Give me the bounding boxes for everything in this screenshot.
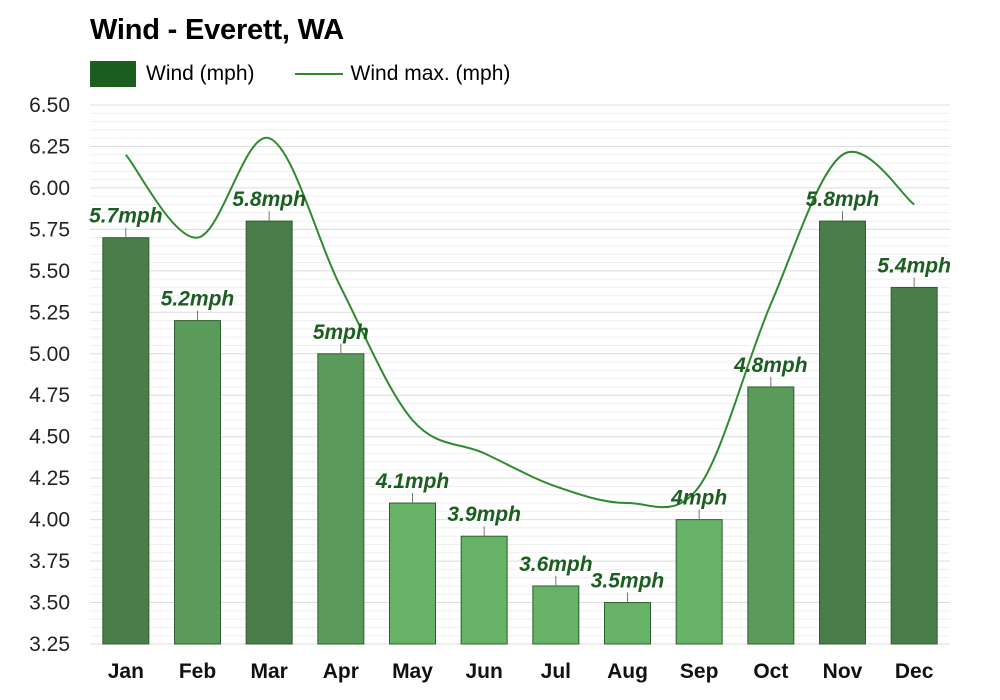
data-label-nov: 5.8mph [806,188,880,211]
x-tick-label-sep: Sep [680,660,719,683]
bar-sep [675,519,723,645]
y-tick-label: 4.00 [29,509,70,532]
chart-legend: Wind (mph) Wind max. (mph) [90,60,550,88]
data-label-dec: 5.4mph [877,254,951,277]
bar-aug [604,602,651,645]
bar-may [389,502,436,645]
x-tick-label-nov: Nov [823,660,863,683]
y-tick-label: 3.25 [29,633,70,656]
y-tick-label: 5.50 [29,260,70,283]
bar-jan [102,237,150,645]
y-tick-label: 4.75 [29,384,70,407]
bar-nov [819,220,866,645]
bar-apr [317,353,365,645]
x-tick-label-aug: Aug [607,660,648,683]
data-label-aug: 3.5mph [591,570,665,593]
bar-jun [460,535,508,645]
data-label-jun: 3.9mph [447,503,521,526]
y-tick-label: 6.50 [29,94,70,117]
legend-item-wind-max: Wind max. (mph) [294,62,511,86]
bar-jul [532,585,580,645]
x-tick-label-apr: Apr [323,660,359,683]
bar-dec [890,286,938,645]
data-label-apr: 5mph [313,321,369,344]
y-tick-label: 5.75 [29,218,70,241]
y-tick-label: 4.50 [29,426,70,449]
x-tick-label-jun: Jun [465,660,502,683]
bar-feb [174,320,221,645]
legend-bar-swatch [90,61,136,87]
y-tick-label: 6.25 [29,135,70,158]
data-label-jul: 3.6mph [519,553,593,576]
y-tick-label: 3.50 [29,592,70,615]
data-label-oct: 4.8mph [733,354,808,377]
y-tick-label: 6.00 [29,177,70,200]
x-tick-label-may: May [392,660,433,683]
data-label-mar: 5.8mph [232,188,306,211]
bar-mar [245,220,293,645]
data-label-feb: 5.2mph [161,288,235,311]
legend-label-wind-max: Wind max. (mph) [350,62,511,85]
grid [90,104,950,645]
y-tick-label: 4.25 [29,467,70,490]
data-label-may: 4.1mph [375,470,450,493]
x-tick-label-feb: Feb [179,660,216,683]
y-tick-label: 3.75 [29,550,70,573]
legend-item-wind: Wind (mph) [90,61,255,87]
x-tick-label-jul: Jul [541,660,571,683]
legend-label-wind: Wind (mph) [146,62,255,85]
bar-oct [747,386,795,645]
x-tick-label-oct: Oct [753,660,788,683]
x-tick-label-jan: Jan [108,660,144,683]
wind-max-line [125,137,915,509]
y-tick-label: 5.25 [29,301,70,324]
chart-title: Wind - Everett, WA [90,14,344,46]
x-tick-label-mar: Mar [250,660,287,683]
x-tick-label-dec: Dec [895,660,934,683]
data-label-jan: 5.7mph [89,205,163,228]
legend-line-swatch [294,73,343,75]
data-label-sep: 4mph [670,487,727,510]
y-tick-label: 5.00 [29,343,70,366]
